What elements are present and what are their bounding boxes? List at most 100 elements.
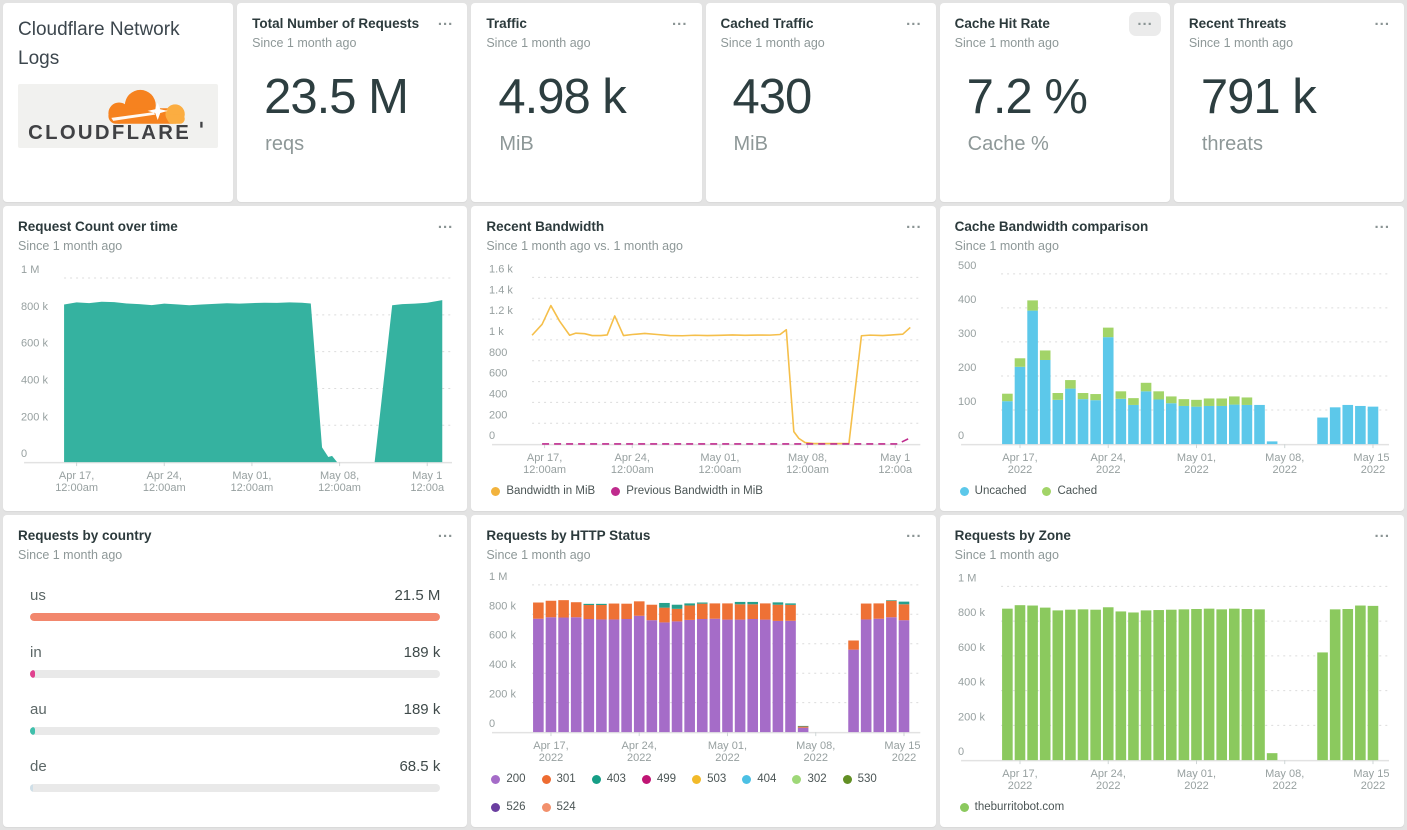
stat-unit: MiB: [499, 132, 534, 155]
legend-dot-icon: [1042, 486, 1052, 496]
svg-text:Apr 24,2022: Apr 24, 2022: [1090, 452, 1125, 476]
stat-subtitle: Since 1 month ago: [1188, 35, 1294, 50]
svg-text:May 01,12:00am: May 01, 12:00am: [231, 470, 274, 494]
chart-row-1: Request Count over time Since 1 month ag…: [3, 206, 1404, 511]
panel-title: Requests by country: [18, 528, 152, 543]
svg-text:1 M: 1 M: [489, 571, 507, 583]
panel-menu-button[interactable]: ...: [437, 215, 454, 232]
stat-value: 791 k: [1200, 69, 1317, 124]
legend-item[interactable]: Cached: [1042, 485, 1097, 497]
panel-menu-button[interactable]: ...: [1374, 524, 1390, 541]
stat-unit: reqs: [265, 132, 305, 155]
svg-text:Apr 17,12:00am: Apr 17, 12:00am: [524, 452, 567, 476]
legend-label: 526: [506, 801, 526, 813]
stat-card-traffic: Traffic Since 1 month ago ... 4.98 k MiB: [471, 3, 702, 202]
country-row: us 21.5 M: [30, 587, 441, 621]
country-bar-fill: [30, 783, 33, 792]
legend-item[interactable]: Previous Bandwidth in MiB: [611, 485, 763, 497]
svg-text:800: 800: [489, 347, 507, 359]
zone-bar-chart[interactable]: 1 M 800 k 600 k 400 k 200 k 0 Apr 17, 2022 Apr 2…: [955, 566, 1389, 796]
chart-area: 1 M 800 k 600 k 400 k 200 k 0 Apr 17, 2022 Apr 2…: [486, 566, 920, 768]
svg-text:May 08,12:00am: May 08, 12:00am: [787, 452, 830, 476]
panel-menu-button[interactable]: ...: [437, 12, 454, 29]
legend-dot-icon: [959, 486, 969, 496]
country-label: de: [30, 757, 47, 775]
panel-title: Requests by HTTP Status: [486, 528, 651, 543]
legend-label: Cached: [1057, 485, 1098, 497]
svg-text:1.2 k: 1.2 k: [489, 305, 513, 317]
panel-subtitle: Since 1 month ago: [954, 238, 1059, 253]
svg-text:0: 0: [489, 718, 495, 730]
stat-value: 430: [732, 69, 813, 124]
legend-item[interactable]: Bandwidth in MiB: [491, 485, 595, 497]
cloudflare-logo-image: CLOUDFLARE: [28, 89, 203, 144]
panel-requests-by-country: Requests by country Since 1 month ago ..…: [3, 515, 468, 827]
legend-item[interactable]: Uncached: [959, 485, 1026, 497]
legend-label: theburritobot.com: [974, 801, 1065, 813]
panel-menu-button[interactable]: ...: [906, 524, 922, 541]
legend-label: 524: [556, 801, 576, 813]
country-label: au: [30, 700, 47, 718]
stat-value: 23.5 M: [264, 69, 409, 124]
legend-item[interactable]: 503: [692, 773, 726, 785]
svg-text:May 08,2022: May 08, 2022: [1265, 452, 1304, 476]
stat-card-total-requests: Total Number of Requests Since 1 month a…: [237, 3, 468, 202]
http-status-bar-chart[interactable]: 1 M 800 k 600 k 400 k 200 k 0 Apr 17, 2022 Apr 2…: [486, 566, 920, 768]
country-bar-track: [30, 669, 441, 678]
legend-item[interactable]: 403: [591, 773, 626, 785]
dashboard-title: Cloudflare Network Logs: [18, 19, 180, 69]
stat-card-cached-traffic: Cached Traffic Since 1 month ago ... 430…: [705, 3, 936, 202]
panel-subtitle: Since 1 month ago: [18, 238, 123, 253]
cache-bandwidth-bar-chart[interactable]: 500 400 300 200 100 0 Apr 17, 2022 Apr 24, 2022 Ma…: [955, 257, 1389, 480]
panel-requests-by-zone: Requests by Zone Since 1 month ago ... 1…: [939, 515, 1404, 827]
legend-dot-icon: [692, 774, 702, 784]
svg-text:1 k: 1 k: [489, 326, 504, 338]
legend-dot-icon: [541, 802, 551, 812]
svg-text:Apr 24,2022: Apr 24, 2022: [622, 740, 657, 764]
svg-text:1 M: 1 M: [958, 572, 976, 584]
svg-text:May 01,12:00am: May 01, 12:00am: [699, 452, 742, 476]
request-count-area-chart[interactable]: 1 M 800 k 600 k 400 k 200 k 0 Apr 17, 12:00am Ap…: [18, 257, 453, 498]
panel-request-count-over-time: Request Count over time Since 1 month ag…: [3, 206, 468, 511]
panel-subtitle: Since 1 month ago: [18, 547, 123, 562]
panel-menu-button[interactable]: ...: [906, 12, 922, 29]
stat-title: Cached Traffic: [720, 16, 814, 31]
panel-menu-button[interactable]: ...: [906, 215, 922, 232]
panel-menu-button[interactable]: ...: [1374, 12, 1390, 29]
stat-value: 7.2 %: [966, 69, 1088, 124]
chart-row-2: Requests by country Since 1 month ago ..…: [3, 515, 1404, 827]
chart-area: 1 M 800 k 600 k 400 k 200 k 0 Apr 17, 2022 Apr 2…: [955, 566, 1389, 796]
legend-item[interactable]: 200: [491, 773, 526, 785]
legend-dot-icon: [842, 774, 852, 784]
panel-subtitle: Since 1 month ago: [954, 547, 1059, 562]
svg-text:May 01,2022: May 01, 2022: [708, 740, 747, 764]
panel-menu-button[interactable]: ...: [1129, 12, 1161, 36]
panel-subtitle: Since 1 month ago vs. 1 month ago: [486, 238, 683, 253]
legend-item[interactable]: theburritobot.com: [959, 801, 1065, 813]
legend-item[interactable]: 301: [541, 773, 576, 785]
svg-text:800 k: 800 k: [958, 607, 985, 619]
legend-item[interactable]: 404: [742, 773, 776, 785]
svg-text:Apr 17,2022: Apr 17, 2022: [1002, 452, 1037, 476]
legend-item[interactable]: 530: [842, 773, 877, 785]
legend-label: 499: [656, 773, 677, 785]
stat-title: Recent Threats: [1188, 16, 1287, 31]
country-bar-track: [30, 726, 441, 735]
svg-text:200 k: 200 k: [21, 411, 48, 423]
legend-item[interactable]: 524: [541, 801, 576, 813]
svg-text:May 15,2022: May 15, 2022: [1353, 452, 1389, 476]
legend-dot-icon: [792, 774, 802, 784]
legend-item[interactable]: 302: [792, 773, 827, 785]
legend-item[interactable]: 526: [491, 801, 526, 813]
legend-dot-icon: [611, 486, 621, 496]
panel-menu-button[interactable]: ...: [1374, 215, 1390, 232]
country-value: 189 k: [403, 700, 441, 718]
legend-dot-icon: [491, 486, 501, 496]
panel-menu-button[interactable]: ...: [671, 12, 688, 29]
recent-bandwidth-line-chart[interactable]: 1.6 k 1.4 k 1.2 k 1 k 800 600 400 200 0 Apr 17, 12…: [486, 257, 921, 480]
legend-item[interactable]: 499: [641, 773, 677, 785]
branding-card: Cloudflare Network Logs CLOUDFLARE: [3, 3, 234, 202]
panel-menu-button[interactable]: ...: [437, 524, 454, 541]
svg-text:0: 0: [21, 448, 27, 460]
